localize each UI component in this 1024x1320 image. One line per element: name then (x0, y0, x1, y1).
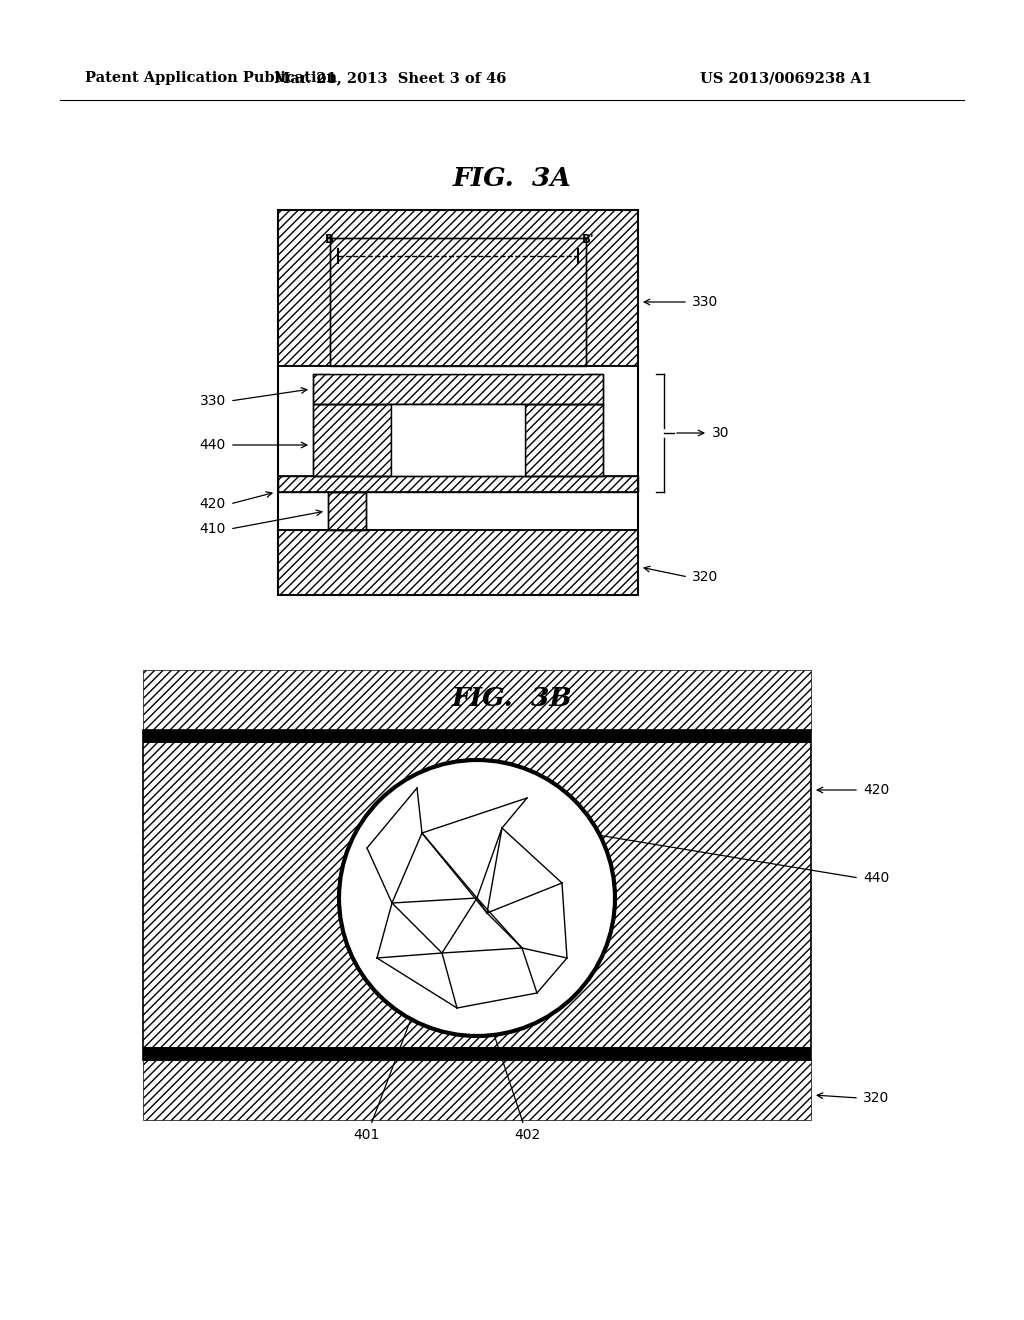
Bar (328, 492, 366, 531)
Text: FIG.  3A: FIG. 3A (453, 165, 571, 190)
Bar (278, 477, 638, 492)
Text: 420: 420 (863, 783, 889, 797)
Bar (278, 210, 638, 595)
Bar (330, 366, 586, 374)
Text: 330: 330 (692, 294, 718, 309)
Bar (143, 730, 811, 1060)
Text: 440: 440 (863, 871, 889, 884)
Text: 410: 410 (200, 521, 226, 536)
Text: 420: 420 (200, 498, 226, 511)
Text: 440: 440 (200, 438, 226, 451)
Text: Patent Application Publication: Patent Application Publication (85, 71, 337, 84)
Bar (330, 238, 586, 366)
Text: 320: 320 (863, 1092, 889, 1105)
Bar (330, 238, 586, 366)
Circle shape (339, 760, 615, 1036)
Bar (313, 404, 391, 477)
Text: 320: 320 (692, 570, 718, 583)
Text: B': B' (582, 234, 595, 246)
Text: FIG.  3B: FIG. 3B (452, 685, 572, 710)
Text: Mar. 21, 2013  Sheet 3 of 46: Mar. 21, 2013 Sheet 3 of 46 (273, 71, 506, 84)
Bar (328, 492, 366, 531)
Bar (313, 374, 603, 404)
Bar (143, 1047, 811, 1060)
Text: 330: 330 (200, 393, 226, 408)
Bar (278, 531, 638, 595)
Text: 402: 402 (487, 1016, 540, 1142)
Bar (278, 531, 638, 595)
Text: 30: 30 (712, 426, 729, 440)
Bar (330, 238, 586, 366)
Bar (525, 404, 603, 477)
Bar (391, 404, 525, 477)
Bar (143, 743, 811, 1047)
Bar (143, 671, 811, 730)
Bar (313, 374, 603, 404)
Bar (278, 210, 638, 366)
Bar (278, 210, 638, 366)
Bar (143, 1060, 811, 1119)
Bar (525, 404, 603, 477)
Bar (313, 404, 391, 477)
Text: US 2013/0069238 A1: US 2013/0069238 A1 (700, 71, 872, 84)
Text: 401: 401 (354, 1007, 416, 1142)
Bar (143, 730, 811, 743)
Bar (278, 477, 638, 492)
Text: B: B (325, 234, 334, 246)
